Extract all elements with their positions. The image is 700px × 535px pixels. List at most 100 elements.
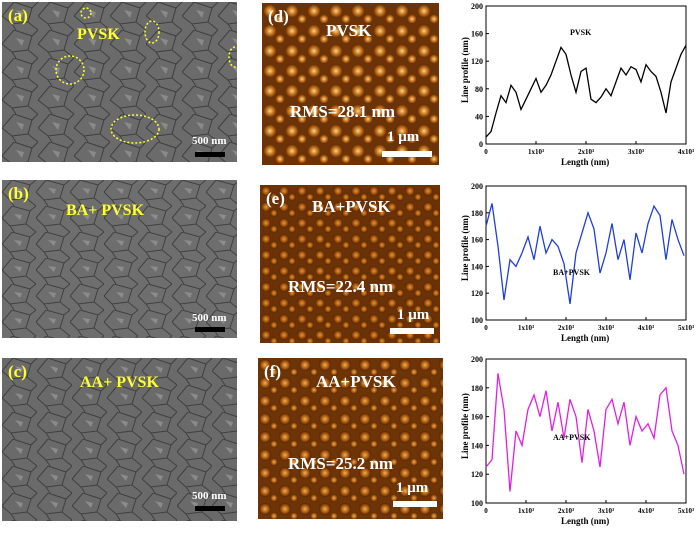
y-tick-label: 0: [479, 140, 483, 149]
x-tick-label: 2x10³: [558, 507, 574, 515]
rms-value: RMS=25.2 nm: [288, 454, 394, 473]
plot-frame: [485, 5, 687, 145]
series-label: PVSK: [570, 28, 592, 37]
y-tick-label: 120: [471, 470, 483, 479]
afm-panel-e: (e) BA+PVSK RMS=22.4 nm 1 μm: [260, 185, 440, 343]
scale-label: 500 nm: [192, 490, 227, 502]
defect-circle: [228, 46, 237, 68]
y-tick-label: 40: [475, 112, 483, 121]
afm-panel-d: (d) PVSK RMS=28.1 nm 1 μm: [262, 3, 439, 165]
scale-bar: [195, 506, 225, 511]
scale-label: 1 μm: [397, 307, 430, 323]
y-tick-label: 180: [471, 384, 483, 393]
afm-image-e: [260, 185, 440, 343]
rms-value: RMS=28.1 nm: [290, 102, 396, 121]
series-line: [485, 44, 687, 138]
x-axis-label: Length (nm): [561, 157, 610, 167]
scale-bar: [195, 327, 225, 332]
x-axis-label: Length (nm): [561, 516, 610, 526]
x-axis-label: Length (nm): [561, 333, 610, 343]
line-profile-chart-pvsk: 0 40 80 120 160 200 0 1x10³ 2x10³ 3x10³ 4x10³ Line …: [458, 0, 700, 170]
x-tick-label: 2x10³: [578, 148, 594, 156]
x-tick-label: 0: [484, 324, 488, 332]
chart-svg: 100 120 140 160 180 200 0 1x10³ 2x10³ 3x10³ 4x10³ 5…: [471, 182, 694, 332]
panel-title: PVSK: [77, 26, 120, 43]
x-tick-label: 4x10³: [638, 507, 654, 515]
x-tick-label: 4x10³: [678, 148, 694, 156]
y-tick-label: 140: [471, 441, 483, 450]
y-tick-label: 200: [471, 182, 483, 191]
x-tick-label: 3x10³: [598, 324, 614, 332]
chart-svg: 100 120 140 160 180 200 0 1x10³ 2x10³ 3x10³ 4x10³ 5…: [471, 355, 694, 515]
rms-value: RMS=22.4 nm: [288, 277, 394, 296]
scale-label: 1 μm: [387, 129, 420, 145]
sem-panel-c: (c) AA+ PVSK 500 nm: [2, 358, 237, 521]
series-label: BA+PVSK: [553, 268, 591, 277]
y-tick-label: 180: [471, 209, 483, 218]
y-tick-label: 200: [471, 2, 483, 11]
y-tick-label: 140: [471, 262, 483, 271]
sem-panel-a: (a) PVSK 500 nm: [2, 2, 237, 162]
panel-title: BA+PVSK: [312, 197, 391, 216]
afm-image-d: [262, 3, 439, 165]
x-tick-label: 3x10³: [628, 148, 644, 156]
defect-circle: [55, 55, 85, 85]
x-tick-label: 4x10³: [638, 324, 654, 332]
x-tick-label: 2x10³: [558, 324, 574, 332]
scale-label: 1 μm: [396, 480, 429, 496]
panel-letter: (b): [8, 184, 29, 203]
y-tick-label: 120: [471, 289, 483, 298]
scale-bar: [195, 152, 225, 157]
plot-frame: [485, 358, 687, 504]
scale-bar: [393, 501, 437, 507]
x-tick-label: 1x10³: [518, 324, 534, 332]
line-profile-chart-aa-pvsk: 100 120 140 160 180 200 0 1x10³ 2x10³ 3x10³ 4x10³ 5…: [458, 355, 700, 535]
x-tick-label: 3x10³: [598, 507, 614, 515]
y-axis-label: Line profile (nm): [460, 215, 470, 281]
x-tick-label: 5x10³: [678, 507, 694, 515]
defect-circle: [80, 7, 92, 19]
panel-letter: (e): [266, 189, 285, 208]
scale-bar: [390, 328, 434, 334]
x-tick-label: 1x10³: [528, 148, 544, 156]
y-axis-label: Line profile (nm): [460, 37, 470, 103]
series-label: AA+PVSK: [553, 433, 591, 442]
sem-image-b: [2, 180, 237, 338]
panel-letter: (a): [8, 6, 28, 25]
panel-letter: (d): [268, 7, 289, 26]
panel-title: BA+ PVSK: [66, 202, 145, 219]
y-tick-label: 100: [471, 499, 483, 508]
line-profile-chart-ba-pvsk: 100 120 140 160 180 200 0 1x10³ 2x10³ 3x10³ 4x10³ 5…: [458, 180, 700, 355]
series-line: [485, 373, 685, 492]
sem-panel-b: (b) BA+ PVSK 500 nm: [2, 180, 237, 338]
x-tick-label: 5x10³: [678, 324, 694, 332]
series-line: [485, 203, 685, 304]
sem-image-a: [2, 2, 237, 162]
panel-letter: (f): [264, 362, 281, 381]
y-tick-label: 120: [471, 57, 483, 66]
chart-svg: 0 40 80 120 160 200 0 1x10³ 2x10³ 3x10³ 4x10³: [471, 2, 694, 156]
scale-label: 500 nm: [192, 135, 227, 147]
y-tick-label: 80: [475, 85, 483, 94]
y-tick-label: 160: [471, 236, 483, 245]
defect-circle: [110, 114, 160, 144]
x-tick-label: 0: [484, 507, 488, 515]
plot-frame: [485, 185, 687, 321]
panel-title: AA+PVSK: [316, 372, 396, 391]
y-tick-label: 100: [471, 316, 483, 325]
x-tick-label: 0: [484, 148, 488, 156]
panel-title: AA+ PVSK: [80, 374, 159, 391]
scale-label: 500 nm: [192, 312, 227, 324]
panel-letter: (c): [8, 362, 27, 381]
y-tick-label: 160: [471, 413, 483, 422]
afm-image-f: [258, 358, 443, 519]
y-axis-label: Line profile (nm): [460, 393, 470, 459]
x-tick-label: 1x10³: [518, 507, 534, 515]
defect-circle: [144, 20, 160, 44]
y-tick-label: 200: [471, 355, 483, 364]
sem-image-c: [2, 358, 237, 521]
afm-panel-f: (f) AA+PVSK RMS=25.2 nm 1 μm: [258, 358, 443, 519]
scale-bar: [382, 151, 432, 157]
y-tick-label: 160: [471, 30, 483, 39]
panel-title: PVSK: [326, 21, 372, 40]
